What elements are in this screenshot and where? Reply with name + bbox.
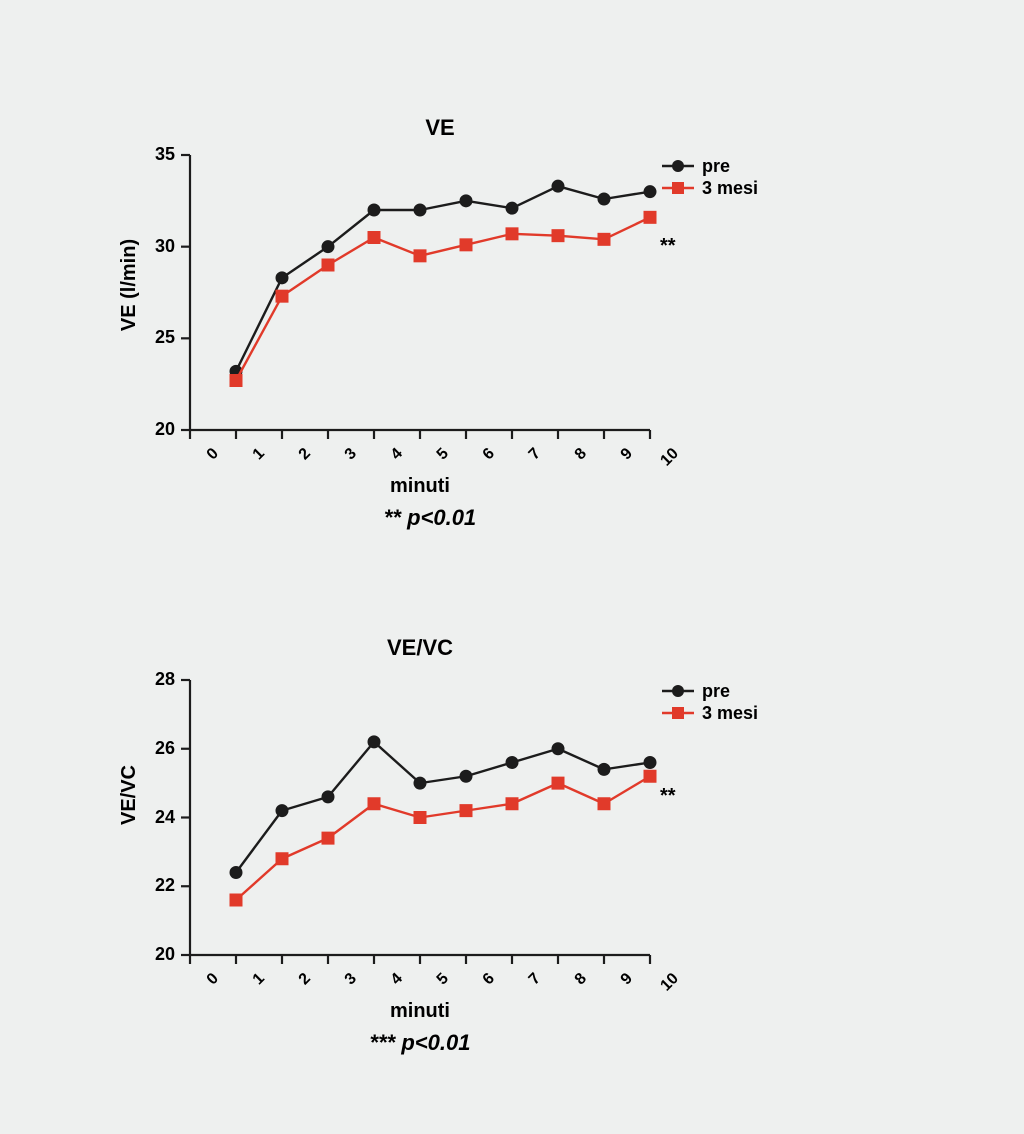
xlabel-ve: minuti (350, 475, 490, 498)
legend-item: pre (660, 680, 758, 702)
legend-vevc: pre3 mesi (660, 680, 758, 724)
legend-swatch-icon (660, 681, 696, 701)
legend-item: 3 mesi (660, 702, 758, 724)
ytick-label: 22 (141, 875, 175, 896)
legend-label: pre (702, 681, 730, 702)
legend-swatch-icon (660, 156, 696, 176)
legend-item: pre (660, 155, 758, 177)
ytick-label: 20 (141, 419, 175, 440)
legend-ve: pre3 mesi (660, 155, 758, 199)
ylabel-ve: VE (l/min) (118, 210, 141, 360)
caption-ve: ** p<0.01 (320, 505, 540, 531)
legend-item: 3 mesi (660, 177, 758, 199)
legend-label: pre (702, 156, 730, 177)
legend-swatch-icon (660, 178, 696, 198)
legend-swatch-icon (660, 703, 696, 723)
chart-plot-ve (150, 115, 690, 470)
ytick-label: 28 (141, 669, 175, 690)
ytick-label: 30 (141, 236, 175, 257)
legend-label: 3 mesi (702, 703, 758, 724)
page: VEVE (l/min)minuti** p<0.01**20253035012… (0, 0, 1024, 1134)
ytick-label: 35 (141, 144, 175, 165)
ytick-label: 24 (141, 807, 175, 828)
chart-plot-vevc (150, 640, 690, 995)
ytick-label: 25 (141, 327, 175, 348)
ytick-label: 20 (141, 944, 175, 965)
xlabel-vevc: minuti (350, 1000, 490, 1023)
caption-vevc: *** p<0.01 (310, 1030, 530, 1056)
ytick-label: 26 (141, 738, 175, 759)
legend-label: 3 mesi (702, 178, 758, 199)
ylabel-vevc: VE/VC (118, 720, 141, 870)
